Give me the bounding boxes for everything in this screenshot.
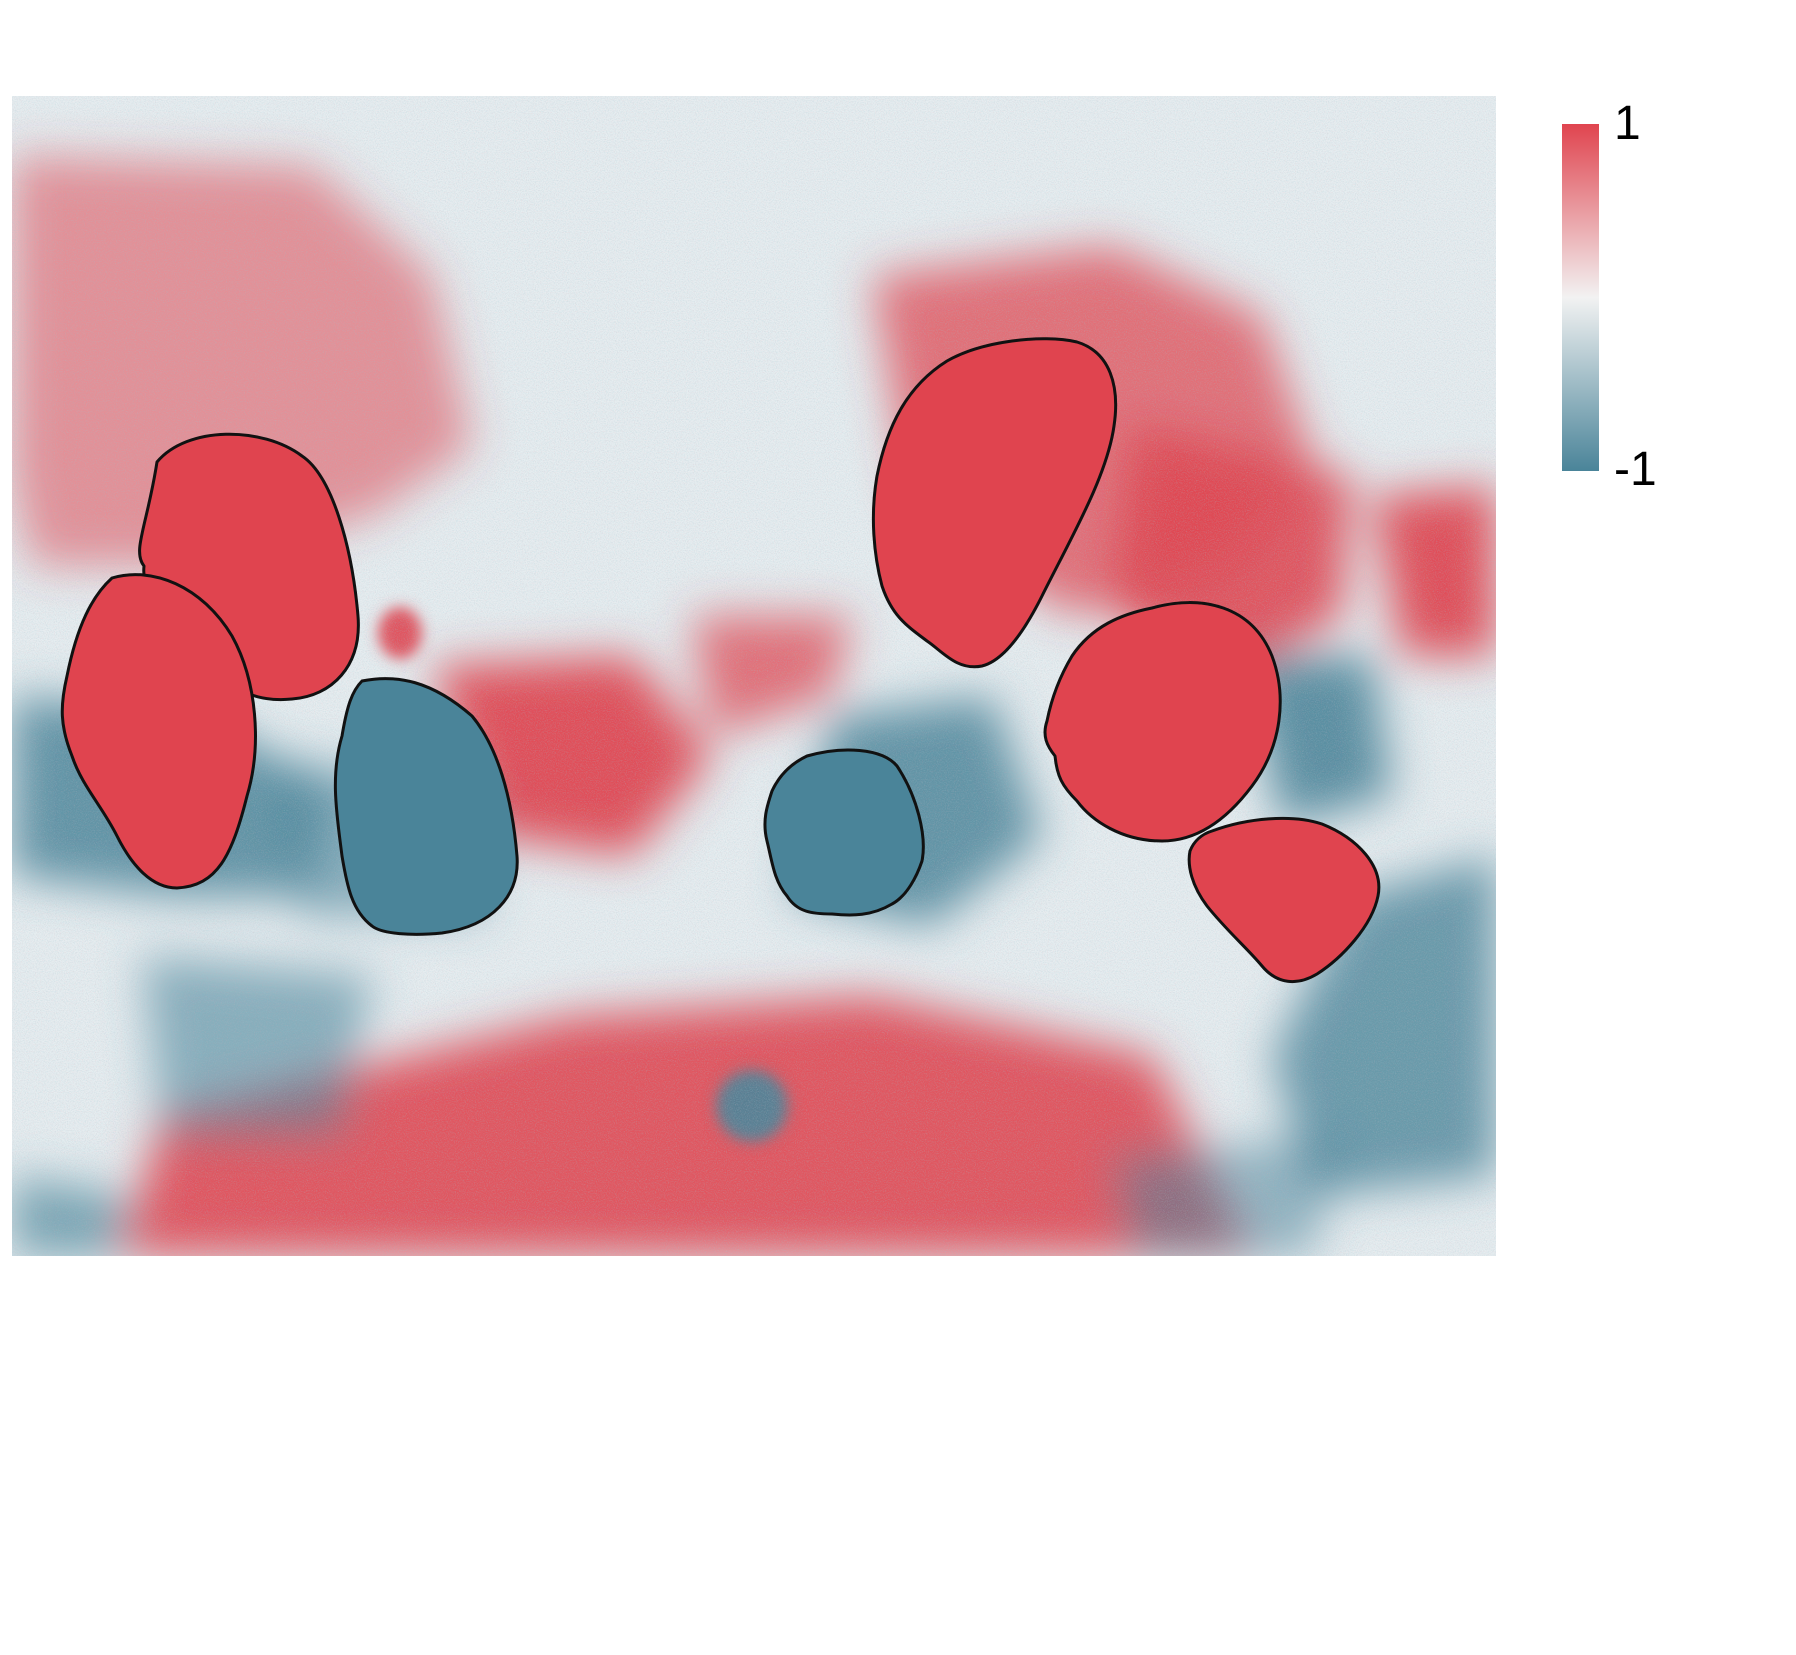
cell-outline [1043, 601, 1282, 843]
colorbar [1562, 124, 1599, 471]
cell-outlines [60, 337, 1381, 984]
cell-outline [60, 573, 257, 890]
correlation-map [12, 96, 1496, 1256]
colorbar-gradient [1562, 124, 1599, 471]
cell-outline [871, 337, 1118, 669]
colorbar-min-label: -1 [1614, 443, 1657, 496]
cell-outline [1187, 816, 1381, 984]
cell-outline [763, 748, 925, 917]
colorbar-max-label: 1 [1614, 97, 1641, 150]
cell-outline [333, 677, 519, 936]
